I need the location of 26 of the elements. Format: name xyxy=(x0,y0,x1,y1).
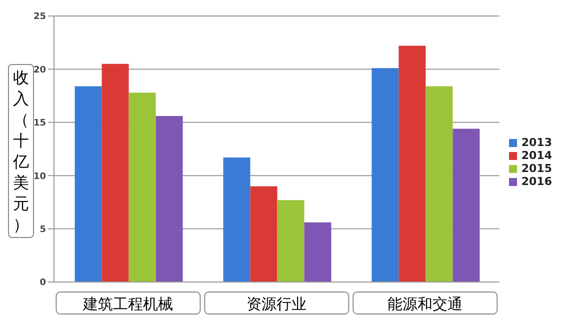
x-tick-label: 资源行业 xyxy=(246,295,307,313)
y-tick-label: 0 xyxy=(40,278,46,288)
label-frame: 收入（十亿美元） xyxy=(8,64,34,238)
bar xyxy=(372,68,399,282)
legend-label: 2013 xyxy=(521,136,552,149)
bar xyxy=(304,222,332,282)
y-tick-label: 5 xyxy=(40,224,46,235)
x-tick-label: 能源和交通 xyxy=(388,295,463,313)
legend-label: 2015 xyxy=(521,162,552,175)
bar xyxy=(250,186,278,282)
y-tick-label: 10 xyxy=(33,172,46,182)
x-tick-label: 建筑工程机械 xyxy=(82,295,174,313)
legend-label: 2016 xyxy=(521,175,552,188)
bar xyxy=(452,128,480,282)
bar xyxy=(277,200,304,282)
y-tick-label: 15 xyxy=(33,118,46,129)
bar xyxy=(426,86,453,282)
y-tick-label: 25 xyxy=(33,12,46,22)
bar xyxy=(128,92,156,282)
bar xyxy=(223,158,250,282)
bar xyxy=(156,116,183,282)
bar xyxy=(74,86,102,282)
bar xyxy=(102,64,129,282)
y-tick-label: 20 xyxy=(33,65,46,76)
legend-label: 2014 xyxy=(521,149,552,162)
bar xyxy=(398,46,426,282)
